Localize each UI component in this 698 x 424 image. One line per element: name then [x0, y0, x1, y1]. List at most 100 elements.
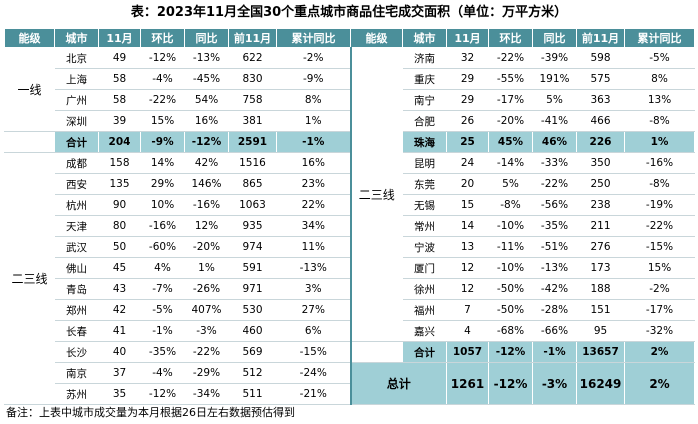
value-cell: 591 [228, 257, 277, 279]
value-cell: 27% [276, 299, 352, 321]
col-header: 同比 [184, 28, 229, 48]
table-row: 南京 37 -4% -29% 512 -24% 总计 1261 -12% -3% 16249 2% [5, 362, 695, 405]
value-cell: 830 [228, 68, 277, 90]
sum-spacer [4, 131, 55, 153]
col-header: 城市 [54, 28, 99, 48]
city-cell: 长春 [54, 320, 99, 342]
col-header: 11月 [98, 28, 141, 48]
value-cell: 25 [446, 131, 489, 153]
value-cell: 5% [488, 173, 533, 195]
value-cell: 14% [140, 152, 185, 174]
value-cell: 1516 [228, 152, 277, 174]
city-cell: 济南 [402, 47, 447, 69]
value-cell: -1% [140, 320, 185, 342]
value-cell: 14 [446, 215, 489, 237]
value-cell: -50% [488, 299, 533, 321]
value-cell: -9% [276, 68, 352, 90]
value-cell: 1% [276, 110, 352, 132]
table-row: 佛山 45 4% 1% 591 -13% 厦门 12 -10% -13% 173 15% [5, 257, 695, 279]
value-cell: -66% [532, 320, 577, 342]
value-cell: -16% [184, 194, 229, 216]
value-cell: -13% [276, 257, 352, 279]
value-cell: 512 [228, 362, 277, 384]
value-cell: 40 [98, 341, 141, 363]
value-cell: 569 [228, 341, 277, 363]
city-cell: 昆明 [402, 152, 447, 174]
value-cell: 32 [446, 47, 489, 69]
value-cell: 15% [624, 257, 695, 279]
value-cell: -20% [184, 236, 229, 258]
value-cell: 39 [98, 110, 141, 132]
total-value: 16249 [576, 362, 625, 405]
value-cell: 2% [624, 341, 695, 363]
city-cell: 徐州 [402, 278, 447, 300]
city-cell: 广州 [54, 89, 99, 111]
table-row: 二三线 成都 158 14% 42% 1516 16% 昆明 24 -14% -33% 350 -16% [4, 152, 695, 405]
value-cell: 211 [576, 215, 625, 237]
value-cell: 8% [624, 68, 695, 90]
value-cell: -12% [140, 47, 185, 69]
value-cell: -20% [488, 110, 533, 132]
city-cell: 武汉 [54, 236, 99, 258]
value-cell: 1057 [446, 341, 489, 363]
value-cell: 42 [98, 299, 141, 321]
city-cell: 佛山 [54, 257, 99, 279]
city-cell: 福州 [402, 299, 447, 321]
city-cell: 珠海 [402, 131, 447, 153]
table-row: 青岛 43 -7% -26% 971 3% 徐州 12 -50% -42% 188 -2% [5, 278, 695, 300]
city-cell: 北京 [54, 47, 99, 69]
value-cell: 1063 [228, 194, 277, 216]
value-cell: -5% [140, 299, 185, 321]
value-cell: 29 [446, 68, 489, 90]
city-cell: 宁波 [402, 236, 447, 258]
table-row: 广州 58 -22% 54% 758 8% 南宁 29 -17% 5% 363 13% [5, 89, 695, 111]
value-cell: 20 [446, 173, 489, 195]
tier-label: 二三线 [350, 47, 403, 342]
value-cell: -12% [140, 383, 185, 405]
value-cell: 12 [446, 257, 489, 279]
value-cell: 2591 [228, 131, 277, 153]
value-cell: -22% [624, 215, 695, 237]
city-cell: 南京 [54, 362, 99, 384]
value-cell: 381 [228, 110, 277, 132]
value-cell: -10% [488, 215, 533, 237]
value-cell: -1% [276, 131, 352, 153]
value-cell: 37 [98, 362, 141, 384]
value-cell: -39% [532, 47, 577, 69]
total-label: 总计 [350, 362, 447, 405]
value-cell: -8% [488, 194, 533, 216]
value-cell: 12 [446, 278, 489, 300]
value-cell: 191% [532, 68, 577, 90]
value-cell: -11% [488, 236, 533, 258]
value-cell: 935 [228, 215, 277, 237]
value-cell: 35 [98, 383, 141, 405]
value-cell: -17% [624, 299, 695, 321]
value-cell: 204 [98, 131, 141, 153]
col-header: 前11月 [228, 28, 277, 48]
value-cell: -22% [140, 89, 185, 111]
value-cell: 238 [576, 194, 625, 216]
value-cell: -26% [184, 278, 229, 300]
value-cell: 29 [446, 89, 489, 111]
col-header: 11月 [446, 28, 489, 48]
value-cell: -22% [488, 47, 533, 69]
value-cell: 45% [488, 131, 533, 153]
value-cell: 11% [276, 236, 352, 258]
value-cell: -17% [488, 89, 533, 111]
value-cell: 598 [576, 47, 625, 69]
city-cell: 南宁 [402, 89, 447, 111]
table-row: 武汉 50 -60% -20% 974 11% 宁波 13 -11% -51% 276 -15% [5, 236, 695, 258]
value-cell: -16% [140, 215, 185, 237]
value-cell: 13657 [576, 341, 625, 363]
city-cell: 郑州 [54, 299, 99, 321]
city-cell: 厦门 [402, 257, 447, 279]
sum-spacer [350, 341, 403, 363]
data-table: 能级 城市 11月 环比 同比 前11月 累计同比 能级 城市 11月 环比 同… [4, 28, 695, 405]
city-cell: 深圳 [54, 110, 99, 132]
value-cell: 276 [576, 236, 625, 258]
table-row: 上海 58 -4% -45% 830 -9% 重庆 29 -55% 191% 575 8% [5, 68, 695, 90]
value-cell: 530 [228, 299, 277, 321]
value-cell: 43 [98, 278, 141, 300]
value-cell: 971 [228, 278, 277, 300]
value-cell: 4% [140, 257, 185, 279]
